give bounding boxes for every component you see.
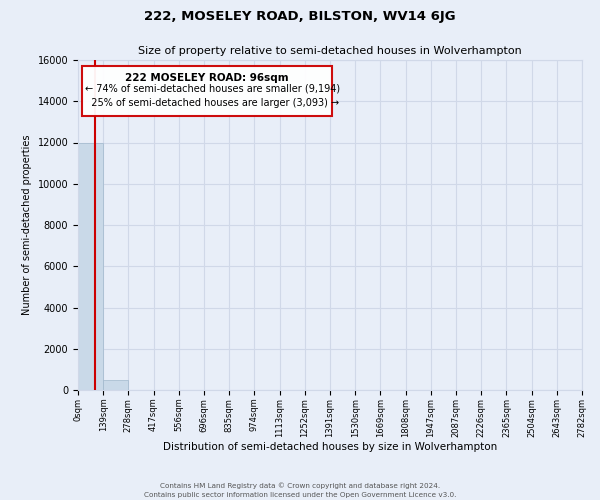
- Bar: [78, 142, 103, 390]
- Text: Contains HM Land Registry data © Crown copyright and database right 2024.: Contains HM Land Registry data © Crown c…: [160, 482, 440, 489]
- Text: Contains public sector information licensed under the Open Government Licence v3: Contains public sector information licen…: [144, 492, 456, 498]
- FancyBboxPatch shape: [82, 66, 332, 116]
- Y-axis label: Number of semi-detached properties: Number of semi-detached properties: [22, 134, 32, 316]
- Text: ← 74% of semi-detached houses are smaller (9,194): ← 74% of semi-detached houses are smalle…: [85, 84, 340, 94]
- Text: 25% of semi-detached houses are larger (3,093) →: 25% of semi-detached houses are larger (…: [85, 98, 340, 108]
- Title: Size of property relative to semi-detached houses in Wolverhampton: Size of property relative to semi-detach…: [138, 46, 522, 56]
- Text: 222, MOSELEY ROAD, BILSTON, WV14 6JG: 222, MOSELEY ROAD, BILSTON, WV14 6JG: [144, 10, 456, 23]
- Text: 222 MOSELEY ROAD: 96sqm: 222 MOSELEY ROAD: 96sqm: [125, 74, 289, 84]
- Bar: [103, 380, 128, 390]
- X-axis label: Distribution of semi-detached houses by size in Wolverhampton: Distribution of semi-detached houses by …: [163, 442, 497, 452]
